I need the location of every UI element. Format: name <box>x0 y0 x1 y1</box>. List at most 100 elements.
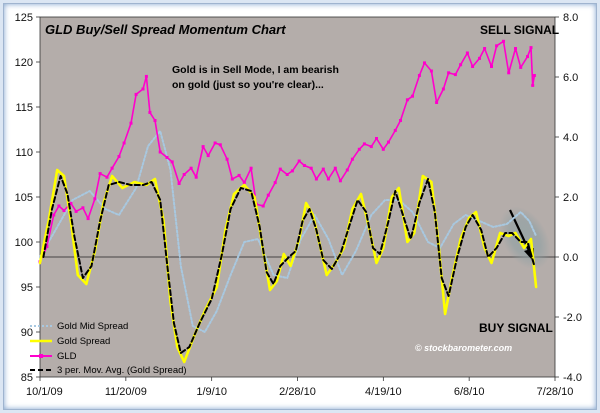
gld-point <box>465 51 469 55</box>
gld-point <box>345 168 349 172</box>
y-left-tick-label: 85 <box>21 372 33 384</box>
gld-point <box>45 245 49 248</box>
gld-point <box>411 94 414 98</box>
chart-title: GLD Buy/Sell Spread Momentum Chart <box>45 22 286 37</box>
gld-point <box>81 206 85 210</box>
gld-point <box>350 157 354 161</box>
gld-point <box>531 83 535 87</box>
gld-point <box>110 166 114 170</box>
gld-point <box>459 63 463 67</box>
series-line-3-per-mov-avg-gold-spread <box>42 175 536 354</box>
y-right-tick-label: 8.0 <box>563 12 578 24</box>
gld-point <box>242 181 246 185</box>
gld-point <box>387 140 390 144</box>
y-left-tick-label: 120 <box>15 57 33 69</box>
y-left-tick-label: 100 <box>15 237 33 249</box>
gld-point <box>357 147 361 151</box>
y-right-tick-label: 2.0 <box>563 192 578 204</box>
axes-layer: 125 120 115 110 105 100 95 90 85 8.0 6.0 4.0 2.0 0.0 -… <box>15 12 582 398</box>
gld-point <box>375 137 378 140</box>
gld-point <box>194 175 198 179</box>
gld-point <box>417 74 421 77</box>
gld-point <box>519 65 523 69</box>
gld-point <box>435 101 439 104</box>
gld-point <box>249 166 253 170</box>
sell-signal-label: SELL SIGNAL <box>480 23 559 37</box>
gld-point <box>170 160 174 164</box>
note-line-1: Gold is in Sell Mode, I am bearish <box>172 64 339 76</box>
gld-point <box>453 73 457 77</box>
y-right-tick-label: 0.0 <box>563 252 578 264</box>
gld-point <box>266 193 270 197</box>
gld-point <box>105 175 109 179</box>
gld-point <box>213 141 217 145</box>
series-line-gld <box>39 40 536 263</box>
gld-point <box>74 209 78 213</box>
gld-point <box>218 143 222 147</box>
gld-point <box>369 145 373 149</box>
gld-point <box>153 119 157 122</box>
y-right-tick-label: -2.0 <box>563 312 582 324</box>
gld-point <box>285 173 289 176</box>
gld-point <box>490 65 493 68</box>
gld-point <box>514 47 517 50</box>
y-left-tick-label: 115 <box>15 102 33 114</box>
gld-point <box>405 98 409 102</box>
gld-point <box>52 213 56 217</box>
gld-point <box>225 157 229 161</box>
x-tick-label: 6/8/10 <box>454 386 485 398</box>
gld-point <box>206 154 210 158</box>
gld-point <box>148 110 152 114</box>
legend-label-mid-spread: Gold Mid Spread <box>57 321 128 332</box>
gld-point <box>129 121 133 125</box>
gld-point <box>502 39 505 43</box>
gld-point <box>338 179 342 183</box>
plot-area <box>39 16 556 378</box>
gld-point <box>326 177 330 181</box>
gld-point <box>98 172 102 176</box>
copyright-label: © stockbarometer.com <box>415 343 512 353</box>
y-right-tick-label: 6.0 <box>563 72 578 84</box>
gld-point <box>62 209 66 212</box>
gld-point <box>321 167 325 171</box>
legend: Gold Mid Spread Gold Spread GLD 3 per. M… <box>30 321 187 376</box>
gld-point <box>273 181 277 185</box>
gld-point <box>333 166 337 170</box>
gld-point <box>447 71 451 75</box>
gld-point <box>362 142 366 146</box>
y-left-tick-label: 125 <box>15 12 33 24</box>
gld-point <box>86 217 90 221</box>
legend-label-gld: GLD <box>57 351 77 362</box>
gld-point <box>429 69 433 73</box>
gld-point <box>69 201 73 205</box>
y-left-tick-label: 110 <box>15 147 33 159</box>
gld-point <box>532 74 536 77</box>
buy-signal-label: BUY SIGNAL <box>479 321 553 335</box>
down-arrow-icon <box>499 206 551 270</box>
gld-point <box>393 128 397 132</box>
gld-point <box>158 150 162 154</box>
gld-point <box>144 74 148 78</box>
gld-point <box>441 87 445 91</box>
gld-point <box>483 47 487 50</box>
gld-point <box>230 177 234 181</box>
gld-point <box>309 166 313 170</box>
gld-point <box>478 56 481 60</box>
gld-point <box>314 177 318 181</box>
gld-point <box>57 204 61 208</box>
legend-marker-gld <box>39 354 43 358</box>
x-tick-label: 2/28/10 <box>279 386 316 398</box>
gld-point <box>237 173 241 177</box>
legend-label-moving-average: 3 per. Mov. Avg. (Gold Spread) <box>57 365 187 376</box>
gld-point <box>177 182 181 185</box>
gld-point <box>526 55 529 59</box>
y-left-tick-label: 95 <box>21 282 33 294</box>
gld-point <box>471 65 475 68</box>
gld-point <box>134 92 138 96</box>
x-tick-label: 4/19/10 <box>365 386 402 398</box>
note-line-2: on gold (just so you're clear)... <box>172 79 324 91</box>
x-tick-label: 10/1/09 <box>26 386 63 398</box>
gld-point <box>297 159 301 163</box>
x-tick-label: 11/20/09 <box>105 386 147 398</box>
